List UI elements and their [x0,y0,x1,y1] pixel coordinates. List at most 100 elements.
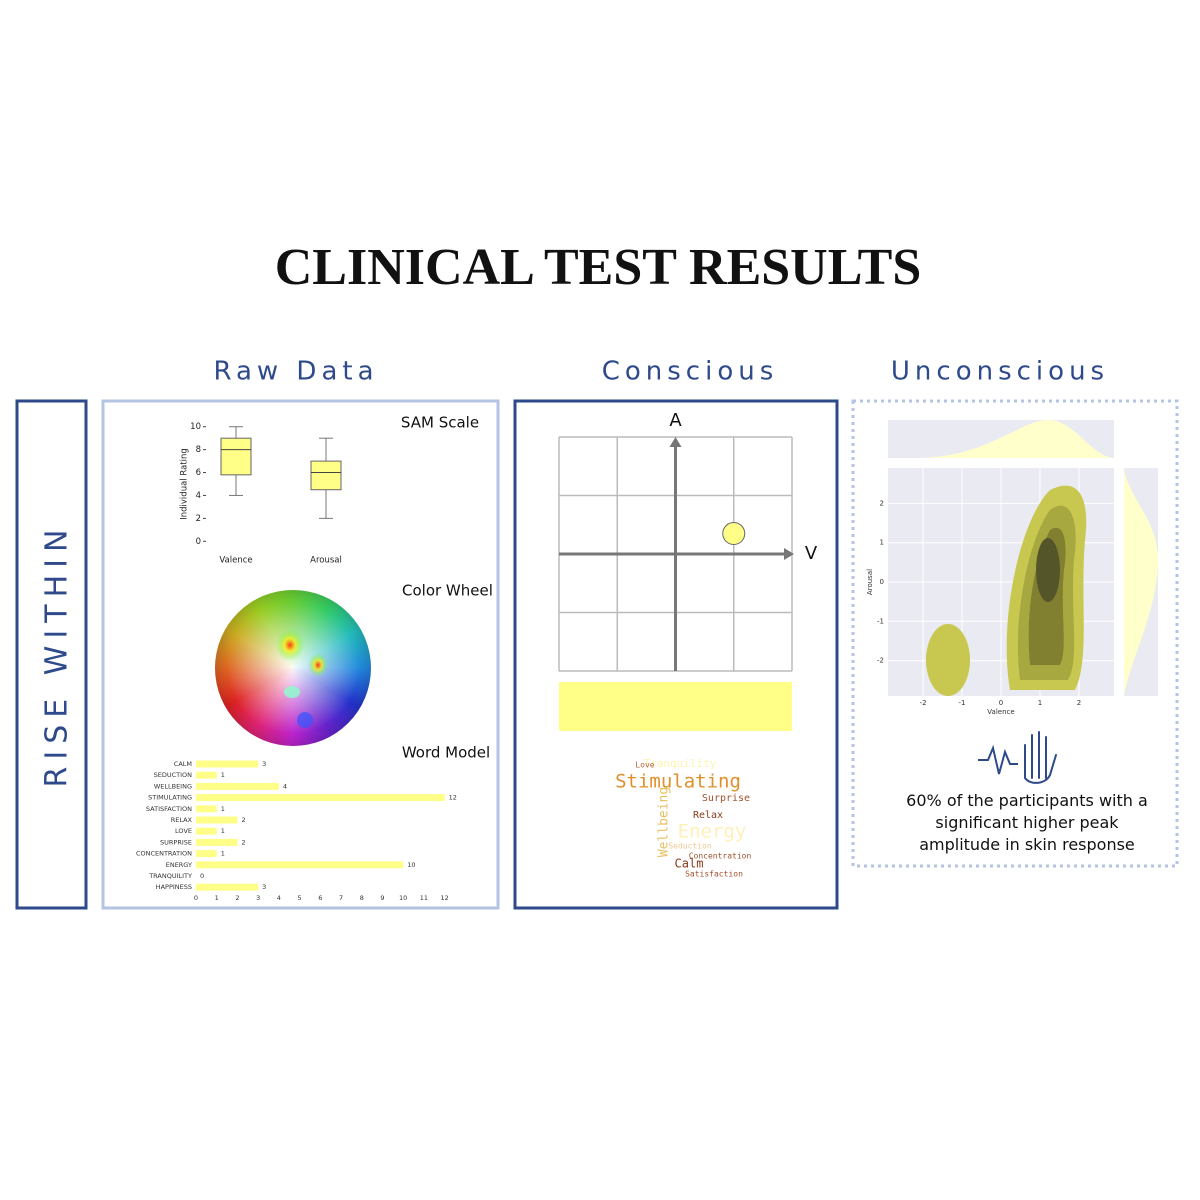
box [220,437,252,476]
arrow-head [784,548,794,560]
x-tick-label: 3 [256,894,260,902]
value-label: 3 [262,883,266,891]
y-tick-label: 4 [196,491,201,501]
word: Love [635,761,654,770]
unconscious-frame [851,399,1179,868]
y-tick-label: RELAX [171,816,193,824]
y-tick-label: ENERGY [166,861,192,869]
bar [196,883,259,891]
heat-spot [297,712,313,728]
kde-margin-curve [1124,470,1158,696]
x-tick-label: 4 [277,894,281,902]
value-label: 1 [221,805,225,813]
y-tick-label: 6 [196,468,201,478]
section-title: Raw Data [213,357,378,387]
word: Calm [675,857,704,871]
y-axis-label: Arousal [866,569,874,595]
point [722,522,746,546]
x-tick-label: 11 [420,894,428,902]
x-tick-label: 0 [194,894,198,902]
word: Surprise [702,793,750,804]
chart-title: Word Model [402,744,490,762]
x-tick-label: 2 [235,894,239,902]
hand-icon [1024,731,1057,784]
word: Satisfaction [685,870,743,879]
word: Energy [678,821,747,843]
chart-title: SAM Scale [401,414,479,432]
page-title: CLINICAL TEST RESULTS [275,239,922,296]
value-label: 4 [283,782,287,790]
x-tick-label: 1 [215,894,219,902]
chart-title: Color Wheel [402,582,493,600]
bar [196,850,217,858]
y-tick-label: SURPRISE [160,838,192,846]
side-frame [15,399,88,910]
x-tick-label: 6 [318,894,322,902]
bar [196,782,279,790]
y-tick-label: TRANQUILITY [148,872,192,880]
value-label: 2 [241,816,245,824]
x-tick-label: 9 [380,894,384,902]
x-axis-label: V [805,543,818,564]
caption: 60% of the participants with a significan… [906,791,1148,854]
bar [196,838,238,846]
y-tick-label: LOVE [175,827,192,835]
section-title: Conscious [602,357,779,387]
x-tick-label: 2 [1077,699,1081,707]
word: Relax [693,810,723,821]
x-tick-label: 0 [999,699,1003,707]
word: Seduction [668,842,712,851]
y-axis-label: Individual Rating [180,448,190,520]
y-tick-label: 1 [880,539,884,547]
y-tick-label: STIMULATING [148,794,192,802]
kde-margin-curve [920,420,1114,458]
word: Concentration [689,852,752,861]
bar [196,794,445,802]
kde-contour [1036,538,1060,602]
word: Wellbeing [657,787,672,857]
x-tick-label: 10 [399,894,407,902]
y-axis-label: A [669,410,682,431]
x-tick-label: Arousal [310,556,342,566]
bar [196,805,217,813]
bar [196,827,217,835]
heat-spot [284,686,300,698]
x-tick-label: Valence [219,556,252,566]
value-label: 1 [221,771,225,779]
y-tick-label: HAPPINESS [156,883,192,891]
y-tick-label: -2 [877,657,884,665]
value-label: 1 [221,850,225,858]
bar [196,861,404,869]
arrow-head [669,437,682,447]
bar [196,816,238,824]
value-label: 3 [262,760,266,768]
result-band [559,682,792,731]
x-tick-label: 5 [298,894,302,902]
value-label: 0 [200,872,204,880]
value-label: 2 [241,838,245,846]
kde-contours [926,485,1087,696]
box [310,460,342,491]
x-tick-label: -1 [959,699,966,707]
y-tick-label: 8 [196,445,201,455]
value-label: 10 [407,861,415,869]
word: Stimulating [615,771,741,793]
color-wheel-shade [215,590,371,746]
bar [196,760,259,768]
y-tick-label: CALM [174,760,192,768]
conscious-frame [513,399,839,910]
y-tick-label: 2 [196,514,201,524]
y-tick-label: SEDUCTION [154,771,193,779]
bar [196,771,217,779]
raw-frame [101,399,500,910]
y-tick-label: 0 [880,578,884,586]
x-tick-label: -2 [920,699,927,707]
heat-spot [308,653,328,677]
word: Tranquility [644,757,717,770]
y-tick-label: -1 [877,617,884,625]
section-title: Unconscious [891,357,1109,387]
x-tick-label: 1 [1038,699,1042,707]
y-tick-label: SATISFACTION [146,805,192,813]
